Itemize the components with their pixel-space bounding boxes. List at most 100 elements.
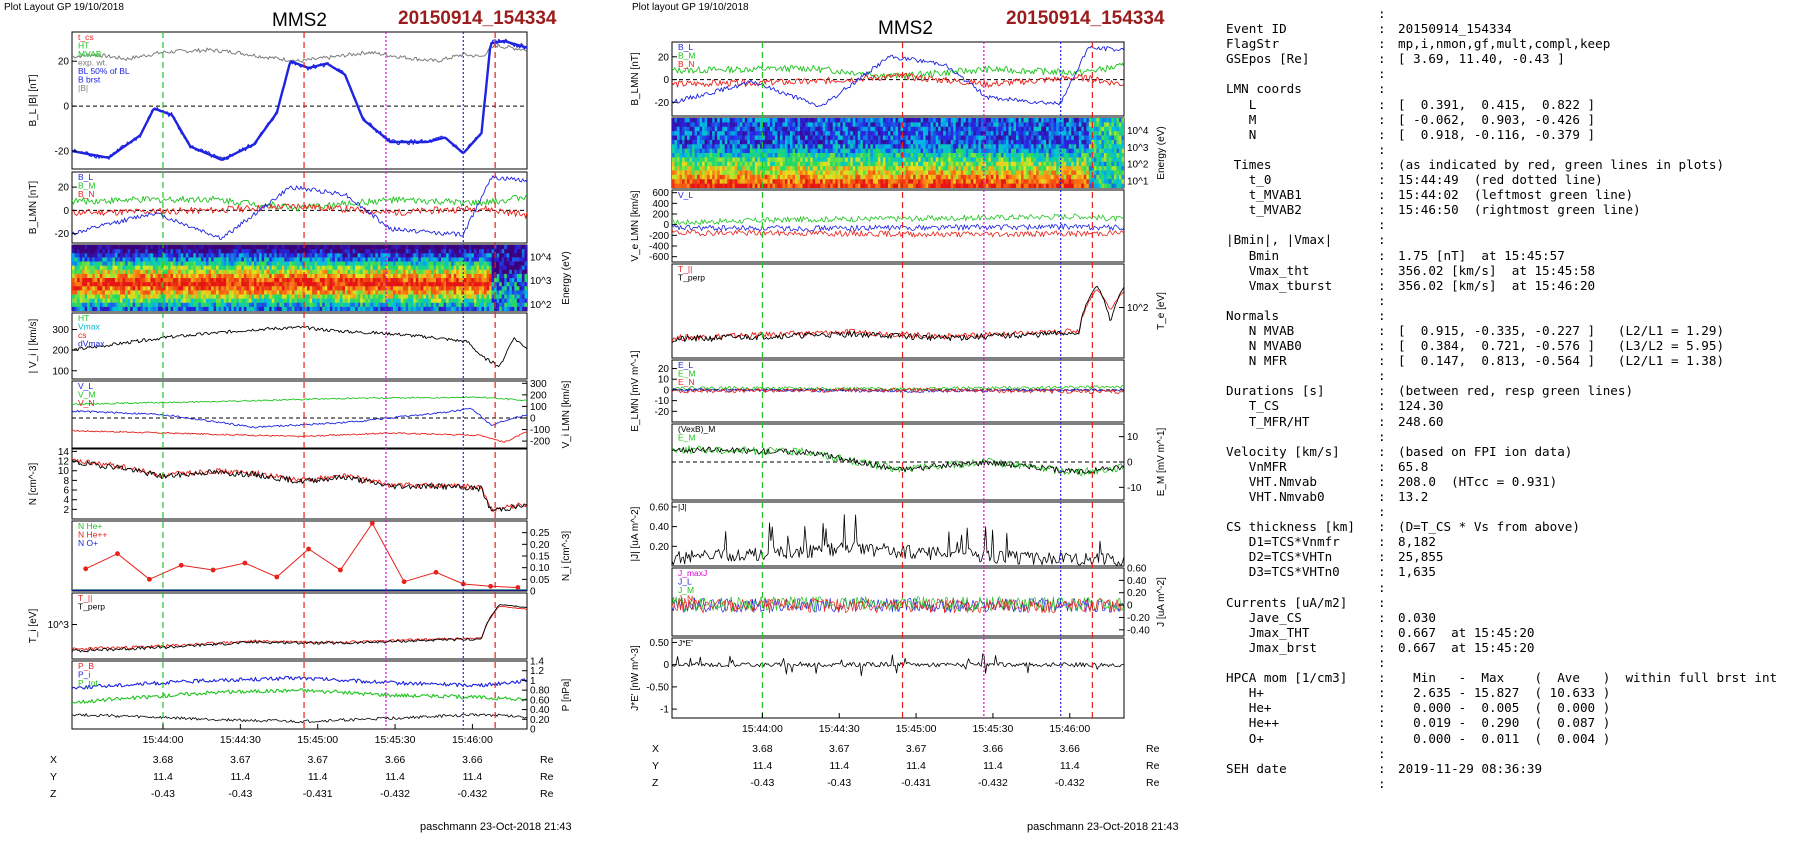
spectrogram-cell — [299, 298, 303, 304]
spectrogram-cell — [319, 286, 323, 291]
spectrogram-cell — [307, 278, 311, 283]
spectrogram-cell — [395, 257, 399, 263]
spectrogram-cell — [887, 166, 892, 172]
spectrogram-cell — [709, 144, 713, 150]
spectrogram-cell — [226, 282, 230, 287]
spectrogram-cell — [180, 294, 184, 300]
spectrogram-cell — [682, 170, 686, 176]
spectrogram-cell — [489, 261, 493, 267]
y-axis-label: B_LMN [nT] — [28, 181, 39, 235]
y-tick-label: 200 — [52, 346, 69, 357]
spectrogram-cell — [443, 265, 447, 271]
spectrogram-cell — [233, 261, 237, 267]
spectrogram-cell — [795, 157, 799, 163]
spectrogram-cell — [233, 269, 237, 275]
spectrogram-cell — [524, 249, 527, 254]
y-tick-label: -100 — [530, 425, 550, 436]
spectrogram-cell — [117, 282, 121, 287]
spectrogram-cell — [948, 135, 952, 141]
spectrogram-cell — [168, 302, 172, 308]
spectrogram-cell — [692, 170, 696, 176]
spectrogram-cell — [456, 278, 460, 283]
spectrogram-cell — [800, 118, 804, 123]
spectrogram-cell — [928, 139, 932, 145]
spectrogram-cell — [180, 282, 184, 287]
spectrogram-cell — [185, 282, 189, 287]
spectrogram-cell — [727, 166, 731, 172]
spectrogram-cell — [377, 290, 381, 296]
spectrogram-cell — [155, 278, 159, 283]
spectrogram-cell — [433, 282, 437, 287]
spectrogram-cell — [484, 306, 488, 311]
spectrogram-cell — [246, 261, 250, 267]
spectrogram-cell — [370, 269, 374, 275]
spectrogram-cell — [847, 144, 851, 150]
spectrogram-cell — [466, 298, 470, 304]
spectrogram-cell — [885, 157, 889, 163]
spectrogram-cell — [352, 278, 356, 283]
spectrogram-cell — [109, 290, 114, 296]
spectrogram-cell — [377, 273, 381, 279]
spectrogram-cell — [928, 170, 932, 176]
spectrogram-cell — [714, 153, 718, 158]
spectrogram-cell — [448, 302, 452, 308]
legend-entry: Vmax — [78, 322, 100, 332]
spectrogram-cell — [155, 249, 159, 254]
spectrogram-cell — [355, 286, 359, 291]
spectrogram-cell — [882, 161, 887, 167]
spectrogram-cell — [820, 122, 824, 128]
spectrogram-cell — [481, 273, 485, 279]
spectrogram-cell — [382, 249, 387, 254]
spectrogram-cell — [337, 269, 341, 275]
spectrogram-cell — [948, 183, 952, 188]
spectrogram-cell — [812, 139, 816, 145]
spectrogram-cell — [702, 148, 706, 154]
spectrogram-cell — [408, 306, 412, 311]
spectrogram-cell — [672, 157, 676, 163]
spectrogram-cell — [112, 290, 116, 296]
spectrogram-cell — [271, 302, 275, 308]
spectrogram-cell — [727, 148, 731, 154]
panel-body — [72, 675, 527, 724]
spectrogram-cell — [682, 139, 686, 145]
spectrogram-cell — [360, 278, 364, 283]
spectrogram-cell — [877, 131, 882, 137]
spectrogram-cell — [385, 269, 389, 275]
spectrogram-cell — [438, 273, 442, 279]
spectrogram-cell — [135, 298, 139, 304]
spectrogram-cell — [198, 298, 202, 304]
spectrogram-cell — [948, 131, 952, 137]
spectrogram-cell — [810, 166, 814, 172]
spectrogram-cell — [99, 269, 103, 275]
spectrogram-cell — [334, 249, 339, 254]
spectrogram-cell — [752, 118, 756, 123]
spectrogram-cell — [205, 249, 210, 254]
spectrogram-cell — [436, 286, 440, 291]
spectrogram-cell — [494, 257, 498, 263]
spectrogram-cell — [782, 183, 786, 188]
spectrogram-cell — [785, 161, 789, 167]
spectrogram-cell — [913, 161, 917, 167]
spectrogram-cell — [877, 166, 882, 172]
spectrogram-cell — [882, 153, 887, 158]
spectrogram-cell — [908, 183, 912, 188]
spectrogram-cell — [205, 294, 210, 300]
spectrogram-cell — [451, 298, 455, 304]
spectrogram-cell — [945, 139, 949, 145]
spectrogram-cell — [744, 157, 748, 163]
spectrogram-cell — [494, 286, 498, 291]
spectrogram-cell — [777, 122, 781, 128]
spectrogram-cell — [109, 282, 114, 287]
spectrogram-cell — [342, 294, 346, 300]
spectrogram-cell — [393, 261, 397, 267]
spectrogram-cell — [807, 174, 811, 180]
spectrogram-cell — [438, 294, 442, 300]
spectrogram-cell — [377, 302, 381, 308]
spectrogram-cell — [231, 298, 235, 304]
spectrogram-cell — [702, 161, 706, 167]
spectrogram-cell — [350, 278, 354, 283]
spectrogram-cell — [271, 294, 275, 300]
spectrogram-cell — [797, 174, 801, 180]
spectrogram-cell — [122, 298, 126, 304]
spectrogram-cell — [516, 257, 521, 263]
